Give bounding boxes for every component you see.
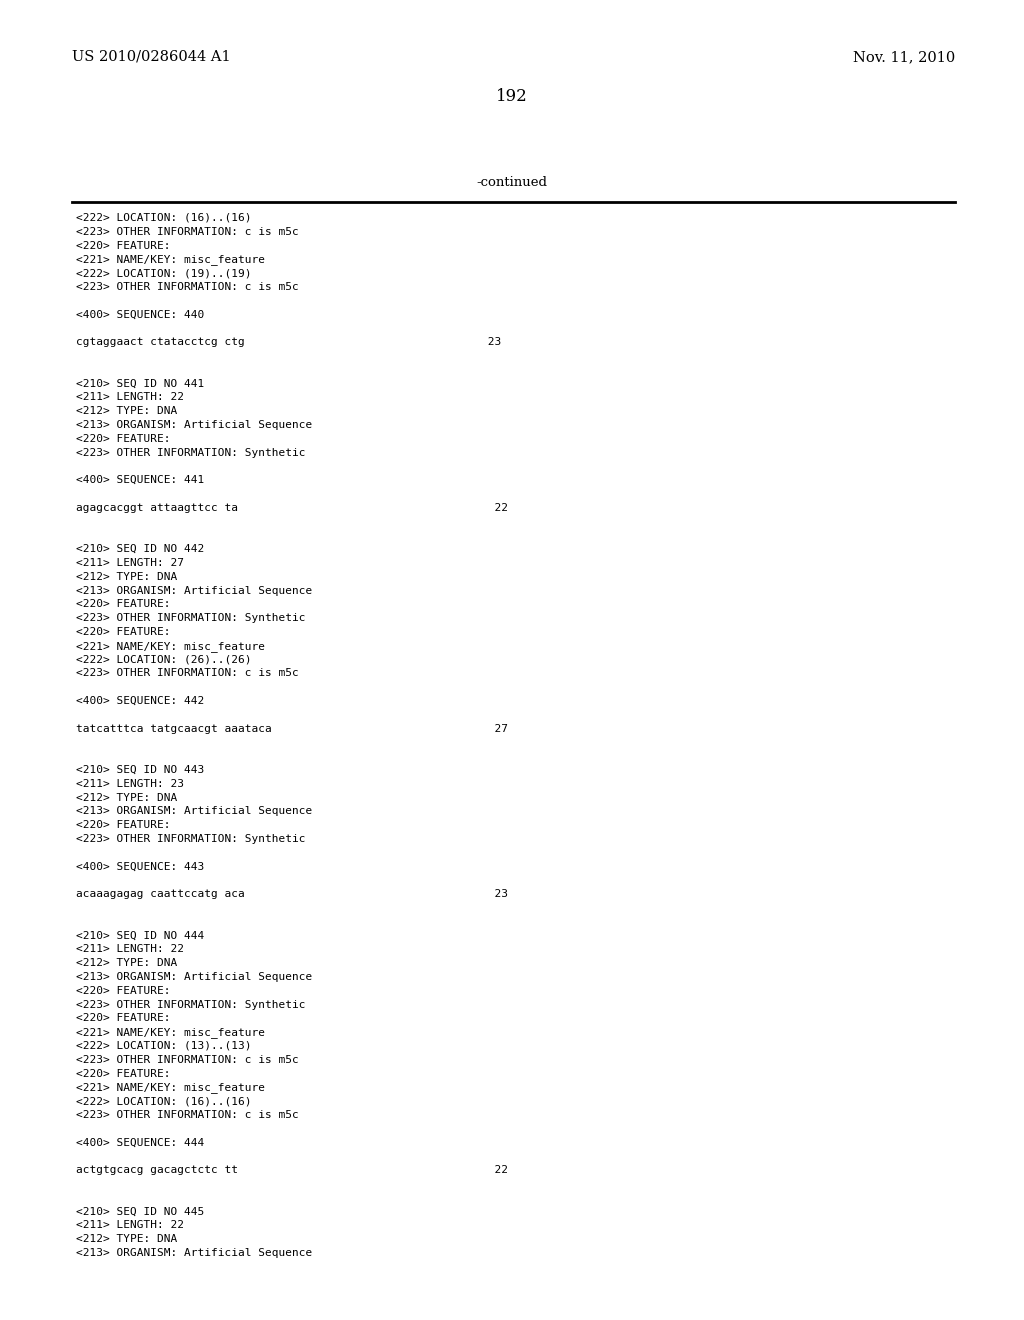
Text: <221> NAME/KEY: misc_feature: <221> NAME/KEY: misc_feature <box>76 1082 265 1093</box>
Text: Nov. 11, 2010: Nov. 11, 2010 <box>853 50 955 63</box>
Text: <221> NAME/KEY: misc_feature: <221> NAME/KEY: misc_feature <box>76 640 265 652</box>
Text: <211> LENGTH: 23: <211> LENGTH: 23 <box>76 779 184 789</box>
Text: <223> OTHER INFORMATION: c is m5c: <223> OTHER INFORMATION: c is m5c <box>76 1055 299 1065</box>
Text: 192: 192 <box>496 88 528 106</box>
Text: <400> SEQUENCE: 442: <400> SEQUENCE: 442 <box>76 696 204 706</box>
Text: <222> LOCATION: (16)..(16): <222> LOCATION: (16)..(16) <box>76 1096 252 1106</box>
Text: <223> OTHER INFORMATION: c is m5c: <223> OTHER INFORMATION: c is m5c <box>76 668 299 678</box>
Text: <222> LOCATION: (16)..(16): <222> LOCATION: (16)..(16) <box>76 213 252 223</box>
Text: <223> OTHER INFORMATION: c is m5c: <223> OTHER INFORMATION: c is m5c <box>76 1110 299 1119</box>
Text: tatcatttca tatgcaacgt aaataca                                 27: tatcatttca tatgcaacgt aaataca 27 <box>76 723 508 734</box>
Text: <213> ORGANISM: Artificial Sequence: <213> ORGANISM: Artificial Sequence <box>76 807 312 816</box>
Text: <210> SEQ ID NO 444: <210> SEQ ID NO 444 <box>76 931 204 941</box>
Text: <220> FEATURE:: <220> FEATURE: <box>76 1069 171 1078</box>
Text: <220> FEATURE:: <220> FEATURE: <box>76 986 171 995</box>
Text: <212> TYPE: DNA: <212> TYPE: DNA <box>76 958 177 968</box>
Text: <220> FEATURE:: <220> FEATURE: <box>76 820 171 830</box>
Text: <400> SEQUENCE: 440: <400> SEQUENCE: 440 <box>76 310 204 319</box>
Text: cgtaggaact ctatacctcg ctg                                    23: cgtaggaact ctatacctcg ctg 23 <box>76 337 502 347</box>
Text: <220> FEATURE:: <220> FEATURE: <box>76 627 171 638</box>
Text: <220> FEATURE:: <220> FEATURE: <box>76 240 171 251</box>
Text: <223> OTHER INFORMATION: Synthetic: <223> OTHER INFORMATION: Synthetic <box>76 447 305 458</box>
Text: <221> NAME/KEY: misc_feature: <221> NAME/KEY: misc_feature <box>76 255 265 265</box>
Text: US 2010/0286044 A1: US 2010/0286044 A1 <box>72 50 230 63</box>
Text: <223> OTHER INFORMATION: Synthetic: <223> OTHER INFORMATION: Synthetic <box>76 999 305 1010</box>
Text: <223> OTHER INFORMATION: Synthetic: <223> OTHER INFORMATION: Synthetic <box>76 834 305 843</box>
Text: <213> ORGANISM: Artificial Sequence: <213> ORGANISM: Artificial Sequence <box>76 420 312 430</box>
Text: <211> LENGTH: 27: <211> LENGTH: 27 <box>76 558 184 568</box>
Text: <223> OTHER INFORMATION: c is m5c: <223> OTHER INFORMATION: c is m5c <box>76 282 299 292</box>
Text: <222> LOCATION: (19)..(19): <222> LOCATION: (19)..(19) <box>76 268 252 279</box>
Text: <210> SEQ ID NO 445: <210> SEQ ID NO 445 <box>76 1206 204 1217</box>
Text: <222> LOCATION: (26)..(26): <222> LOCATION: (26)..(26) <box>76 655 252 664</box>
Text: <212> TYPE: DNA: <212> TYPE: DNA <box>76 1234 177 1245</box>
Text: actgtgcacg gacagctctc tt                                      22: actgtgcacg gacagctctc tt 22 <box>76 1166 508 1175</box>
Text: <400> SEQUENCE: 443: <400> SEQUENCE: 443 <box>76 862 204 871</box>
Text: <220> FEATURE:: <220> FEATURE: <box>76 1014 171 1023</box>
Text: <222> LOCATION: (13)..(13): <222> LOCATION: (13)..(13) <box>76 1041 252 1051</box>
Text: <210> SEQ ID NO 441: <210> SEQ ID NO 441 <box>76 379 204 388</box>
Text: <213> ORGANISM: Artificial Sequence: <213> ORGANISM: Artificial Sequence <box>76 972 312 982</box>
Text: <210> SEQ ID NO 442: <210> SEQ ID NO 442 <box>76 544 204 554</box>
Text: -continued: -continued <box>476 176 548 189</box>
Text: agagcacggt attaagttcc ta                                      22: agagcacggt attaagttcc ta 22 <box>76 503 508 512</box>
Text: acaaagagag caattccatg aca                                     23: acaaagagag caattccatg aca 23 <box>76 890 508 899</box>
Text: <400> SEQUENCE: 444: <400> SEQUENCE: 444 <box>76 1138 204 1147</box>
Text: <210> SEQ ID NO 443: <210> SEQ ID NO 443 <box>76 766 204 775</box>
Text: <211> LENGTH: 22: <211> LENGTH: 22 <box>76 1221 184 1230</box>
Text: <223> OTHER INFORMATION: Synthetic: <223> OTHER INFORMATION: Synthetic <box>76 614 305 623</box>
Text: <212> TYPE: DNA: <212> TYPE: DNA <box>76 792 177 803</box>
Text: <212> TYPE: DNA: <212> TYPE: DNA <box>76 572 177 582</box>
Text: <220> FEATURE:: <220> FEATURE: <box>76 434 171 444</box>
Text: <220> FEATURE:: <220> FEATURE: <box>76 599 171 610</box>
Text: <400> SEQUENCE: 441: <400> SEQUENCE: 441 <box>76 475 204 486</box>
Text: <213> ORGANISM: Artificial Sequence: <213> ORGANISM: Artificial Sequence <box>76 1247 312 1258</box>
Text: <212> TYPE: DNA: <212> TYPE: DNA <box>76 407 177 416</box>
Text: <221> NAME/KEY: misc_feature: <221> NAME/KEY: misc_feature <box>76 1027 265 1038</box>
Text: <223> OTHER INFORMATION: c is m5c: <223> OTHER INFORMATION: c is m5c <box>76 227 299 236</box>
Text: <211> LENGTH: 22: <211> LENGTH: 22 <box>76 392 184 403</box>
Text: <211> LENGTH: 22: <211> LENGTH: 22 <box>76 944 184 954</box>
Text: <213> ORGANISM: Artificial Sequence: <213> ORGANISM: Artificial Sequence <box>76 586 312 595</box>
